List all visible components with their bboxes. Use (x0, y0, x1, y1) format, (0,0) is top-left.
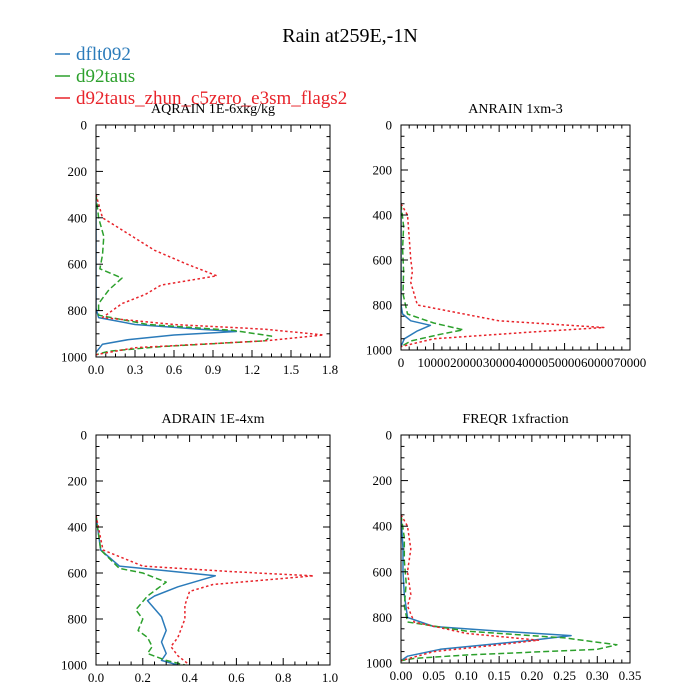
series-line-d92taus (96, 194, 273, 356)
y-tick-label: 1000 (61, 658, 87, 673)
y-tick-label: 1000 (61, 350, 87, 365)
panel-title: ADRAIN 1E-4xm (161, 412, 264, 427)
legend-item-label: dflt092 (76, 44, 131, 65)
series-line-dflt092 (401, 203, 432, 347)
x-tick-label: 20000 (450, 355, 483, 370)
x-tick-label: 0.0 (88, 670, 104, 685)
x-tick-label: 0.6 (228, 670, 245, 685)
x-tick-label: 1.0 (322, 670, 338, 685)
legend-item-label: d92taus (76, 66, 135, 87)
x-tick-label: 0.6 (166, 362, 183, 377)
x-tick-label: 50000 (548, 355, 581, 370)
x-tick-label: 0.9 (205, 362, 221, 377)
x-tick-label: 0.20 (520, 668, 543, 683)
y-tick-label: 200 (68, 474, 88, 489)
series-line-d92taus (96, 515, 186, 665)
x-tick-label: 1.8 (322, 362, 338, 377)
x-tick-label: 0.00 (390, 668, 413, 683)
panel-3: ADRAIN 1E-4xm 0 200 400 600 800 10000.0 0.2 0.4 0… (61, 412, 338, 685)
y-tick-label: 0 (386, 428, 393, 443)
panel-title: FREQR 1xfraction (462, 412, 568, 427)
plot-frame (400, 434, 631, 664)
x-tick-label: 0.0 (88, 362, 104, 377)
x-tick-label: 60000 (581, 355, 614, 370)
series-line-d92taus_zhun_c5zero_e3sm_flags2 (96, 515, 315, 665)
x-tick-label: 0.4 (181, 670, 198, 685)
series-line-d92taus (401, 514, 618, 662)
x-tick-label: 1.5 (283, 362, 299, 377)
plot-frame (400, 124, 631, 351)
y-tick-label: 400 (373, 208, 393, 223)
y-tick-label: 600 (68, 566, 88, 581)
y-tick-label: 400 (68, 520, 88, 535)
y-tick-label: 200 (373, 473, 393, 488)
panel-1: AQRAIN 1E-6xkg/kg 0 200 400 600 800 10000.0 0.3… (61, 102, 338, 377)
x-tick-label: 0.25 (553, 668, 576, 683)
y-tick-label: 800 (68, 612, 88, 627)
y-tick-label: 0 (81, 428, 88, 443)
x-tick-label: 0.35 (619, 668, 642, 683)
y-tick-label: 800 (373, 610, 393, 625)
series-line-dflt092 (401, 514, 572, 662)
series-line-d92taus_zhun_c5zero_e3sm_flags2 (401, 514, 540, 662)
y-tick-label: 1000 (366, 656, 392, 671)
figure-title: Rain at259E,-1N (282, 25, 418, 47)
x-tick-label: 0.8 (275, 670, 291, 685)
y-tick-label: 200 (68, 164, 88, 179)
x-tick-label: 70000 (614, 355, 647, 370)
x-tick-label: 10000 (417, 355, 450, 370)
series-line-dflt092 (96, 515, 217, 665)
series-line-d92taus (401, 203, 464, 348)
x-tick-label: 30000 (483, 355, 516, 370)
plot-frame (95, 124, 331, 358)
panel-title: AQRAIN 1E-6xkg/kg (151, 102, 275, 117)
y-tick-label: 600 (373, 253, 393, 268)
y-tick-label: 0 (386, 118, 393, 133)
x-tick-label: 0.15 (488, 668, 511, 683)
x-tick-label: 0.3 (127, 362, 143, 377)
panel-4: FREQR 1xfraction 0 200 400 600 800 10000.00 0.0… (366, 412, 641, 683)
series-line-dflt092 (96, 194, 238, 353)
x-tick-label: 0.05 (422, 668, 445, 683)
y-tick-label: 0 (81, 118, 88, 133)
x-tick-label: 0.30 (586, 668, 609, 683)
y-tick-label: 600 (68, 257, 88, 272)
y-tick-label: 1000 (366, 343, 392, 358)
x-tick-label: 40000 (516, 355, 549, 370)
x-tick-label: 0.10 (455, 668, 478, 683)
y-tick-label: 800 (68, 303, 88, 318)
series-line-d92taus_zhun_c5zero_e3sm_flags2 (96, 194, 325, 356)
x-tick-label: 0 (398, 355, 405, 370)
y-tick-label: 400 (68, 210, 88, 225)
series-line-d92taus_zhun_c5zero_e3sm_flags2 (401, 203, 605, 348)
y-tick-label: 600 (373, 564, 393, 579)
legend-item-label: d92taus_zhun_c5zero_e3sm_flags2 (76, 88, 347, 109)
x-tick-label: 1.2 (244, 362, 260, 377)
y-tick-label: 400 (373, 519, 393, 534)
plot-frame (95, 434, 331, 666)
y-tick-label: 800 (373, 298, 393, 313)
panel-title: ANRAIN 1xm-3 (468, 102, 563, 117)
x-tick-label: 0.2 (135, 670, 151, 685)
legend: dflt092d92tausd92taus_zhun_c5zero_e3sm_f… (55, 44, 347, 109)
y-tick-label: 200 (373, 163, 393, 178)
